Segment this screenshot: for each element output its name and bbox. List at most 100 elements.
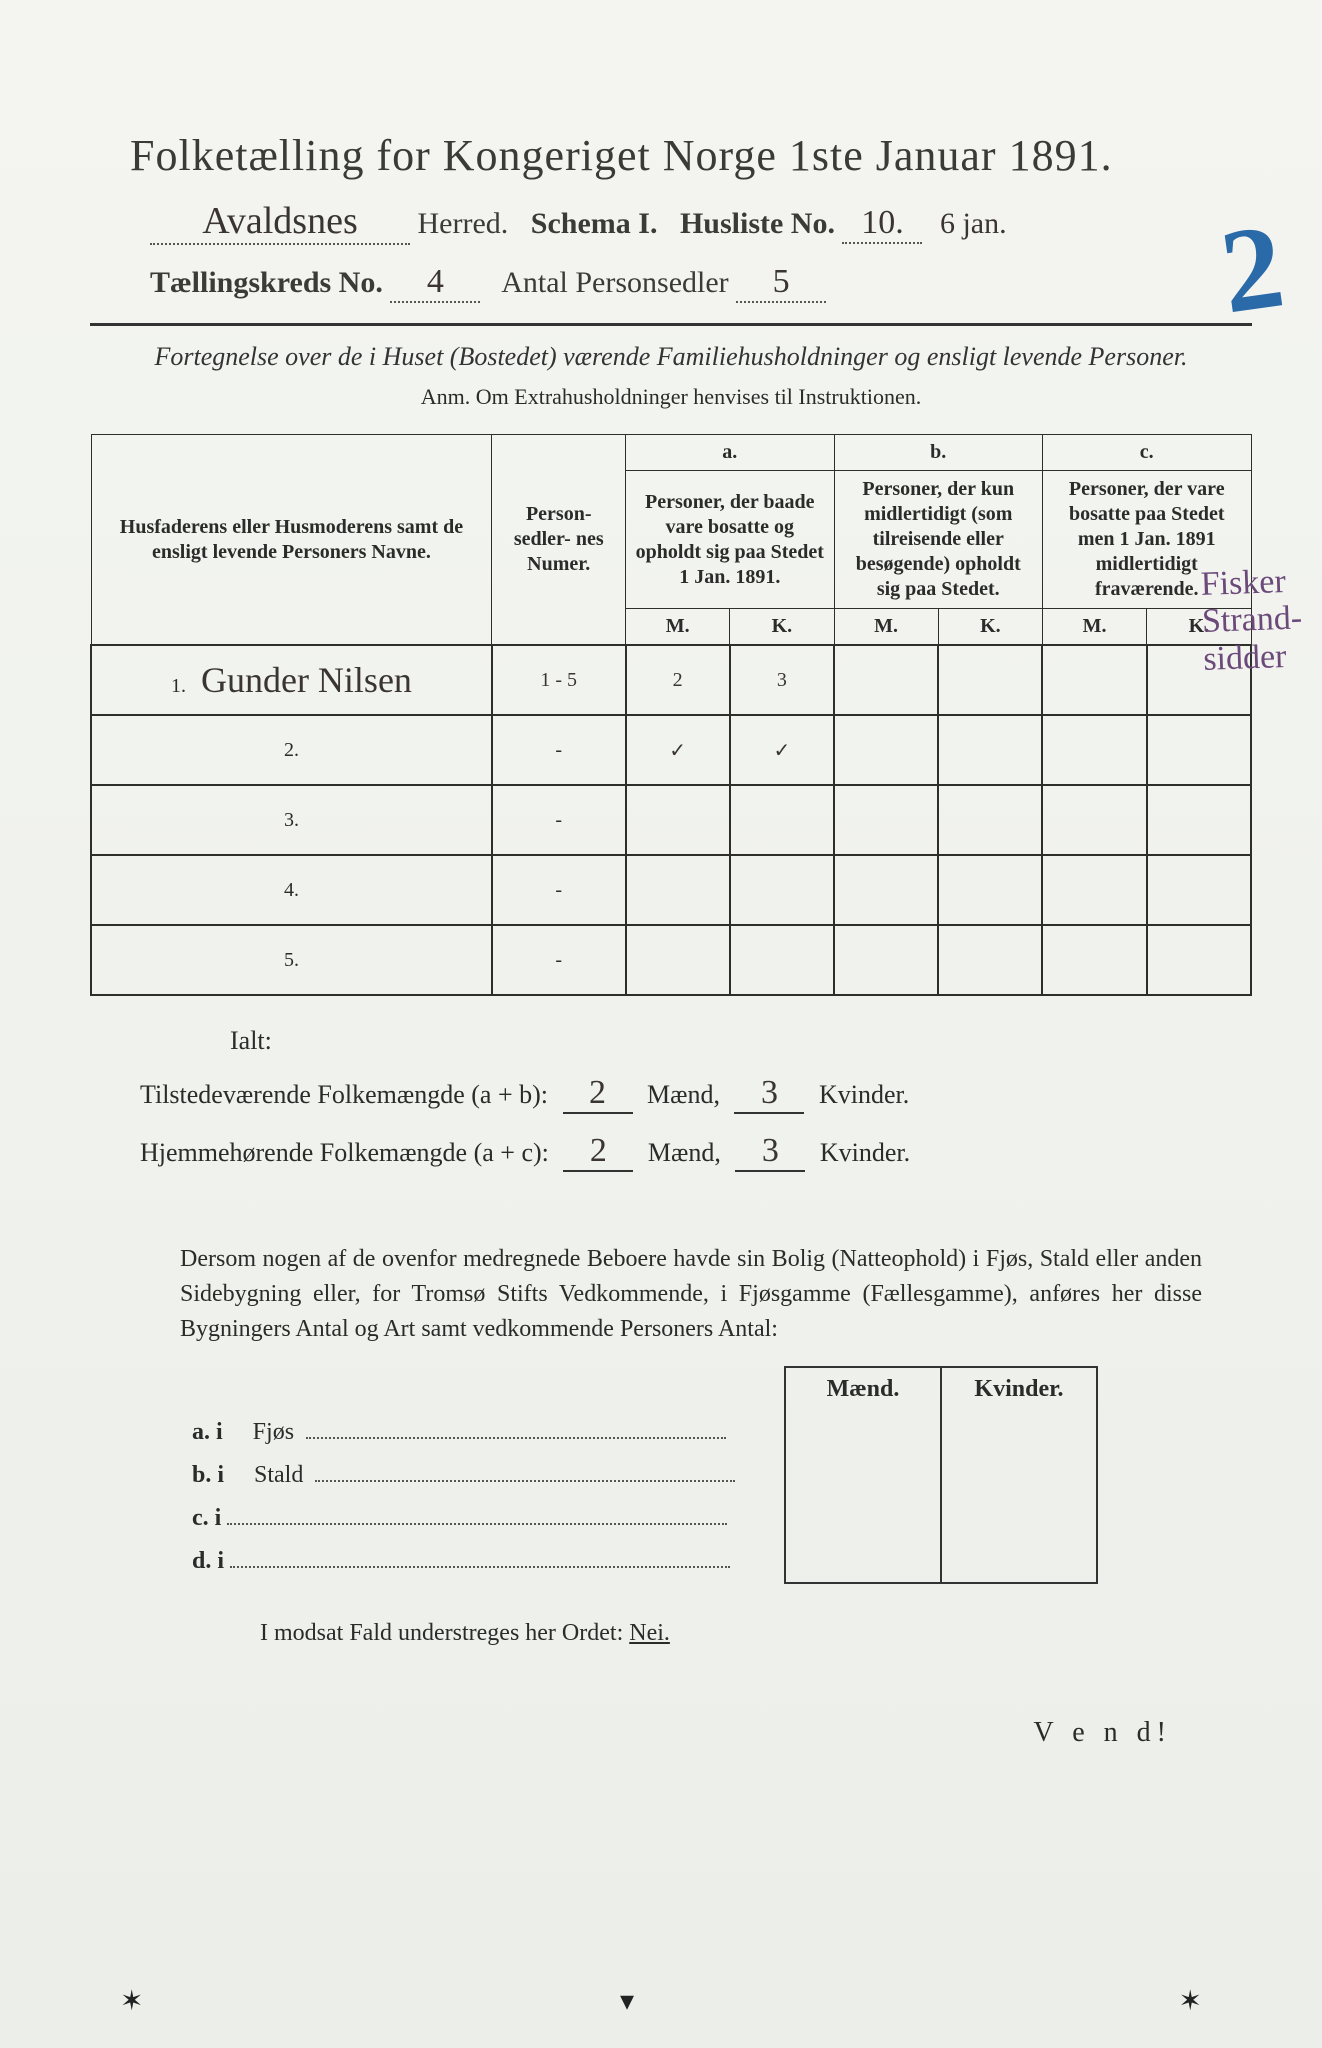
- kreds-value: 4: [390, 263, 480, 303]
- table-row: 5. -: [91, 925, 1251, 995]
- b-M-head: M.: [834, 609, 938, 646]
- lowtbl-spacer: [180, 1367, 785, 1411]
- lowtbl-label: Fjøs: [253, 1419, 294, 1445]
- sum1-K: 3: [734, 1074, 804, 1114]
- cell-a-M: [626, 855, 730, 925]
- col-a-text: Personer, der baade vare bosatte og opho…: [626, 471, 834, 609]
- schema-label: Schema I.: [531, 207, 658, 240]
- personsedler-num: -: [492, 715, 626, 785]
- row-number: 1.: [171, 675, 186, 697]
- col-name-header: Husfaderens eller Husmoderens samt de en…: [91, 435, 492, 646]
- col-c-label: c.: [1042, 435, 1251, 471]
- header-line-2: Avaldsnes Herred. Schema I. Husliste No.…: [150, 199, 1252, 245]
- pin-mark-icon: ✶: [120, 1984, 143, 2018]
- cell-b-M: [834, 855, 938, 925]
- sum2-K: 3: [735, 1132, 805, 1172]
- cell-c-K: [1147, 855, 1251, 925]
- cell-c-M: [1042, 785, 1146, 855]
- cell-a-M: 2: [626, 645, 730, 715]
- margin-line-2: Strand-: [1201, 599, 1312, 640]
- row-label: 2.: [91, 715, 492, 785]
- lowtbl-head-row: Mænd. Kvinder.: [180, 1367, 1097, 1411]
- lowtbl-K: [941, 1540, 1097, 1583]
- lowtbl-key: d. i: [192, 1548, 224, 1574]
- herred-value: Avaldsnes: [150, 199, 410, 245]
- cell-a-K: ✓: [730, 715, 834, 785]
- ialt-label: Ialt:: [230, 1026, 1252, 1056]
- table-row: 2. - ✓ ✓: [91, 715, 1251, 785]
- sum1-M: 2: [563, 1074, 633, 1114]
- lowtbl-key: c. i: [192, 1505, 221, 1531]
- cell-c-M: [1042, 715, 1146, 785]
- sum-line-2: Hjemmehørende Folkemængde (a + c): 2 Mæn…: [140, 1132, 1252, 1172]
- cell-a-M: ✓: [626, 715, 730, 785]
- table-row: 1. Gunder Nilsen 1 - 5 2 3: [91, 645, 1251, 715]
- modsat-text: I modsat Fald understreges her Ordet:: [260, 1620, 623, 1646]
- sum-line-1: Tilstedeværende Folkemængde (a + b): 2 M…: [140, 1074, 1252, 1114]
- cell-b-K: [938, 925, 1042, 995]
- cell-b-K: [938, 785, 1042, 855]
- lower-paragraph: Dersom nogen af de ovenfor medregnede Be…: [180, 1242, 1202, 1346]
- husliste-label: Husliste No.: [680, 207, 835, 240]
- divider-rule: [90, 323, 1252, 326]
- cell-b-M: [834, 645, 938, 715]
- cell-c-M: [1042, 925, 1146, 995]
- cell-a-M: [626, 785, 730, 855]
- a-M-head: M.: [626, 609, 730, 646]
- main-title: Folketælling for Kongeriget Norge 1ste J…: [130, 130, 1252, 181]
- census-form-page: Folketælling for Kongeriget Norge 1ste J…: [0, 0, 1322, 2048]
- dotted-fill: [315, 1480, 735, 1482]
- cell-c-M: [1042, 645, 1146, 715]
- fortegnelse-heading: Fortegnelse over de i Huset (Bostedet) v…: [150, 342, 1192, 372]
- margin-line-3: sidder: [1203, 637, 1314, 678]
- table-row: 3. -: [91, 785, 1251, 855]
- c-M-head: M.: [1042, 609, 1146, 646]
- col-b-text: Personer, der kun midlertidigt (som tilr…: [834, 471, 1042, 609]
- lowtbl-key: b. i: [192, 1462, 224, 1488]
- table-header-row-1: Husfaderens eller Husmoderens samt de en…: [91, 435, 1251, 471]
- personsedler-num: -: [492, 925, 626, 995]
- sum2-M: 2: [563, 1132, 633, 1172]
- cell-a-K: 3: [730, 645, 834, 715]
- cell-a-K: [730, 785, 834, 855]
- lowtbl-label: Stald: [254, 1462, 303, 1488]
- personsedler-num: -: [492, 785, 626, 855]
- cell-b-M: [834, 925, 938, 995]
- personsedler-num: 1 - 5: [492, 645, 626, 715]
- lowtbl-row: c. i: [180, 1497, 1097, 1540]
- lowtbl-row: b. i Stald: [180, 1454, 1097, 1497]
- b-K-head: K.: [938, 609, 1042, 646]
- cell-a-K: [730, 925, 834, 995]
- lowtbl-M-head: Mænd.: [785, 1367, 941, 1411]
- cell-b-K: [938, 645, 1042, 715]
- person-name: Gunder Nilsen: [201, 660, 412, 700]
- lowtbl-K: [941, 1454, 1097, 1497]
- blue-check-mark: 2: [1213, 196, 1292, 341]
- kvinder-label: Kvinder.: [819, 1080, 909, 1109]
- sum1-prefix: Tilstedeværende Folkemængde (a + b):: [140, 1080, 548, 1109]
- a-K-head: K.: [730, 609, 834, 646]
- cell-b-K: [938, 855, 1042, 925]
- lowtbl-lead: c. i: [180, 1497, 785, 1540]
- cell-c-K: [1147, 925, 1251, 995]
- col-b-label: b.: [834, 435, 1042, 471]
- row-label: 4.: [91, 855, 492, 925]
- cell-a-M: [626, 925, 730, 995]
- row-label: 3.: [91, 785, 492, 855]
- maend-label: Mænd,: [647, 1080, 720, 1109]
- lowtbl-lead: b. i Stald: [180, 1454, 785, 1497]
- outbuilding-table: Mænd. Kvinder. a. i Fjøs b. i Stald: [180, 1366, 1098, 1584]
- herred-label: Herred.: [418, 207, 509, 240]
- row-label: 1. Gunder Nilsen: [91, 645, 492, 715]
- husliste-value: 10.: [842, 204, 922, 244]
- dotted-fill: [230, 1566, 730, 1568]
- cell-c-M: [1042, 855, 1146, 925]
- dotted-fill: [227, 1523, 727, 1525]
- col-a-label: a.: [626, 435, 834, 471]
- lowtbl-lead: a. i Fjøs: [180, 1411, 785, 1454]
- cell-b-M: [834, 715, 938, 785]
- pin-mark-icon: ▾: [620, 1984, 634, 2018]
- lowtbl-M: [785, 1411, 941, 1454]
- cell-b-K: [938, 715, 1042, 785]
- lowtbl-lead: d. i: [180, 1540, 785, 1583]
